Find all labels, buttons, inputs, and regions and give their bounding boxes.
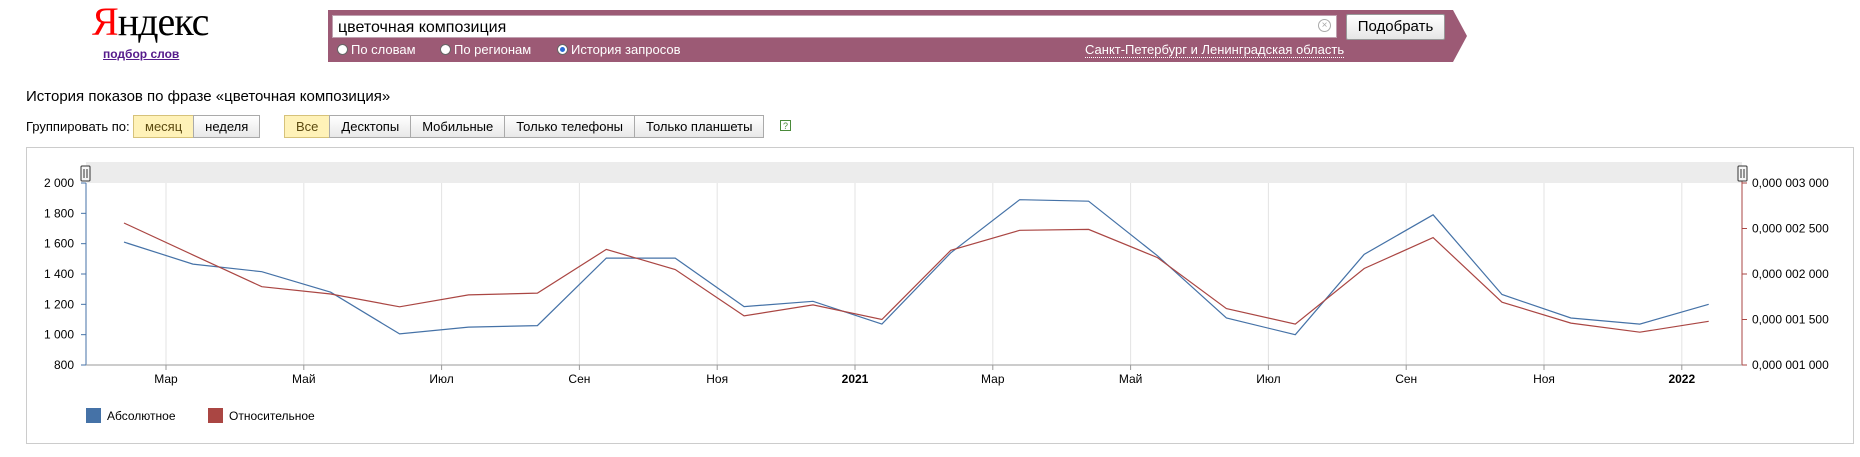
radio-icon[interactable]	[440, 44, 451, 55]
y-axis-right: 0,000 003 000 0,000 002 500 0,000 002 000 0…	[1742, 176, 1829, 372]
logo-text: ндекс	[117, 0, 210, 44]
y-axis-left: 2 000 1 800 1 600 1 400 1 200 1 000 800	[44, 176, 86, 372]
legend: Абсолютное Относительное	[86, 408, 315, 423]
navigator-handle-left[interactable]	[80, 165, 91, 182]
search-input[interactable]: цветочная композиция	[332, 15, 1337, 38]
y-tick-label-left: 2 000	[44, 176, 74, 190]
x-tick-label: Май	[292, 372, 316, 386]
y-tick-label-left: 1 800	[44, 206, 74, 220]
x-tick-label: Ноя	[706, 372, 728, 386]
x-tick-label: Июл	[429, 372, 453, 386]
mode-label: История запросов	[571, 42, 681, 57]
y-tick-label-right: 0,000 002 000	[1752, 267, 1829, 281]
chart-grid	[165, 183, 1683, 365]
y-tick-label-left: 1 600	[44, 237, 74, 251]
x-tick-label: Мар	[154, 372, 178, 386]
x-tick-label: 2022	[1668, 372, 1695, 386]
y-tick-label-left: 1 000	[44, 328, 74, 342]
navigator-handle-right[interactable]	[1737, 165, 1748, 182]
mode-history[interactable]: История запросов	[557, 42, 681, 58]
y-tick-label-left: 1 400	[44, 267, 74, 281]
group-week-button[interactable]: неделя	[193, 115, 261, 138]
group-by-label: Группировать по:	[26, 119, 130, 134]
y-tick-label-left: 800	[54, 358, 74, 372]
x-axis: Мар Май Июл Сен Ноя 2021 Мар Май Июл Сен Ноя 2022	[154, 365, 1695, 386]
wordstat-link[interactable]: подбор слов	[103, 47, 180, 61]
group-month-button[interactable]: месяц	[133, 115, 195, 138]
y-tick-label-right: 0,000 001 000	[1752, 358, 1829, 372]
x-tick-label: Ноя	[1533, 372, 1555, 386]
device-phones-button[interactable]: Только телефоны	[504, 115, 636, 138]
radio-checked-icon[interactable]	[557, 44, 568, 55]
navigator-band[interactable]	[86, 162, 1742, 183]
logo-letter: Я	[92, 0, 119, 44]
x-tick-label: 2021	[842, 372, 869, 386]
series-group	[123, 199, 1709, 336]
x-tick-label: Сен	[568, 372, 590, 386]
page-title: История показов по фразе «цветочная комп…	[26, 88, 391, 105]
device-all-button[interactable]: Все	[284, 115, 331, 138]
mode-label: По словам	[351, 42, 416, 57]
x-tick-label: Мар	[981, 372, 1005, 386]
legend-item-relative[interactable]: Относительное	[208, 408, 315, 423]
mode-by-words[interactable]: По словам	[337, 42, 416, 58]
mode-label: По регионам	[454, 42, 532, 57]
region-selector[interactable]: Санкт-Петербург и Ленинградская область	[1085, 42, 1345, 58]
y-tick-label-right: 0,000 002 500	[1752, 222, 1829, 236]
radio-icon[interactable]	[337, 44, 348, 55]
group-by-buttons: месяц неделя	[133, 115, 261, 138]
legend-swatch-absolute	[86, 408, 101, 423]
x-tick-label: Сен	[1395, 372, 1417, 386]
mode-by-regions[interactable]: По регионам	[440, 42, 531, 58]
chart-frame	[26, 147, 1854, 444]
legend-swatch-relative	[208, 408, 223, 423]
legend-item-absolute[interactable]: Абсолютное	[86, 408, 176, 423]
help-icon[interactable]: ?	[780, 120, 791, 131]
device-mobile-button[interactable]: Мобильные	[410, 115, 506, 138]
series-line-absolute[interactable]	[123, 199, 1709, 336]
legend-label-absolute: Абсолютное	[107, 409, 176, 423]
series-line-relative[interactable]	[123, 222, 1709, 333]
y-tick-label-left: 1 200	[44, 297, 74, 311]
x-tick-label: Июл	[1256, 372, 1280, 386]
search-panel-arrow	[1453, 10, 1467, 62]
yandex-logo[interactable]: Яндекс	[92, 0, 210, 44]
clear-icon[interactable]: ×	[1318, 19, 1331, 32]
device-desktop-button[interactable]: Десктопы	[329, 115, 412, 138]
x-tick-label: Май	[1119, 372, 1143, 386]
device-filter-buttons: Все Десктопы Мобильные Только телефоны Т…	[284, 115, 765, 138]
y-tick-label-right: 0,000 003 000	[1752, 176, 1829, 190]
device-tablets-button[interactable]: Только планшеты	[634, 115, 765, 138]
legend-label-relative: Относительное	[229, 409, 315, 423]
submit-button[interactable]: Подобрать	[1346, 14, 1445, 40]
y-tick-label-right: 0,000 001 500	[1752, 313, 1829, 327]
